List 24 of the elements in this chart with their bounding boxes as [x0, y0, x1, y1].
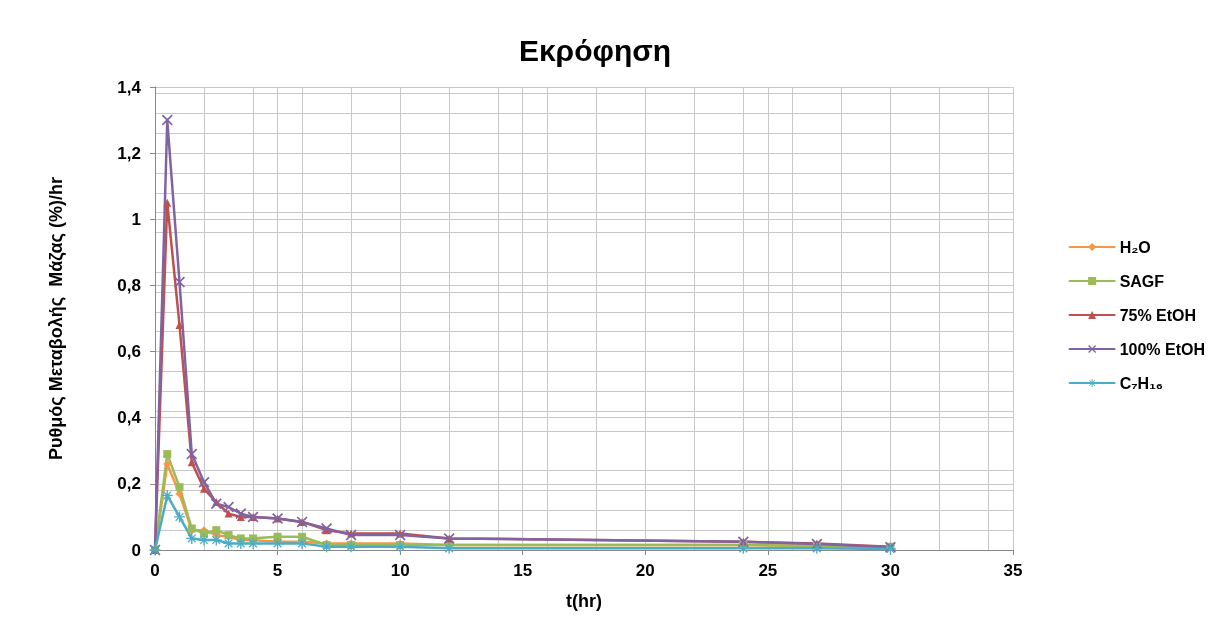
- x-tick-label: 10: [390, 561, 410, 580]
- x-tick-label: 20: [635, 561, 655, 580]
- y-tick-label: 0,4: [117, 408, 142, 428]
- y-tick-label: 1: [131, 209, 141, 229]
- y-tick-label: 0,6: [117, 342, 141, 362]
- legend-label: C₇H₁₆: [1119, 374, 1164, 392]
- x-tick-label: 30: [880, 561, 900, 580]
- y-tick-label: 1,4: [117, 77, 142, 97]
- y-axis-title: Ρυθμός Μεταβολής Μάζας (%)/hr: [46, 177, 67, 460]
- x-tick-label: 5: [272, 561, 283, 580]
- y-tick-label: 0,2: [117, 474, 141, 494]
- y-tick-label: 1,2: [117, 143, 141, 163]
- x-tick-label: 35: [1003, 561, 1023, 580]
- legend-label: H₂O: [1119, 238, 1151, 256]
- legend-label: 100% EtOH: [1119, 340, 1206, 358]
- x-axis-title: t(hr): [566, 591, 602, 611]
- x-tick-label: 0: [150, 561, 160, 580]
- legend-label: SAGF: [1119, 272, 1165, 290]
- y-tick-label: 0,8: [117, 275, 141, 295]
- x-tick-label: 15: [513, 561, 533, 580]
- legend-label: 75% EtOH: [1119, 306, 1197, 324]
- y-tick-label: 0: [131, 540, 141, 560]
- chart-title: Εκρόφηση: [518, 33, 672, 67]
- x-tick-label: 25: [758, 561, 778, 580]
